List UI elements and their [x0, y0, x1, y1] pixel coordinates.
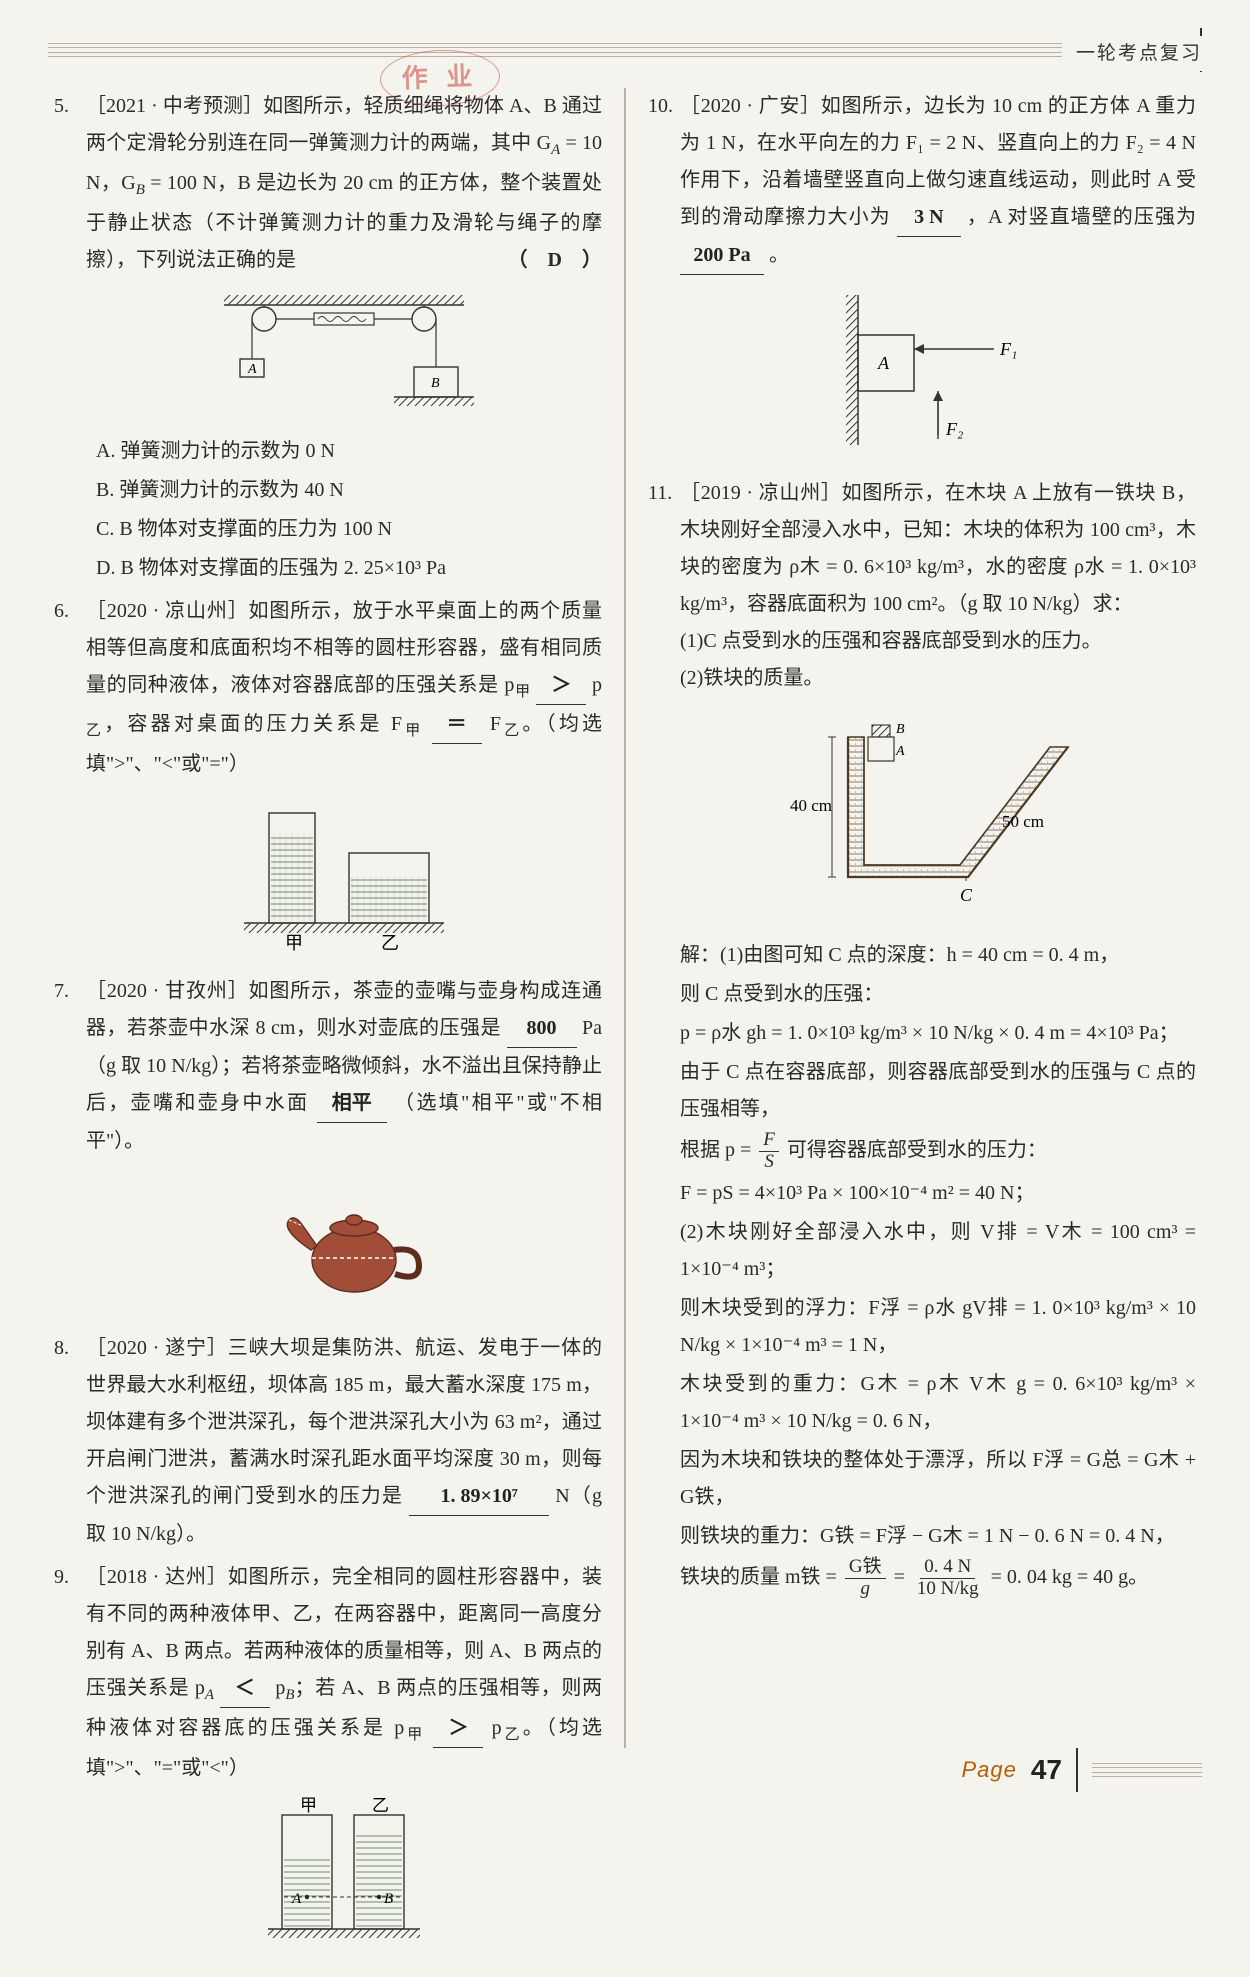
q7-number: 7. [54, 973, 86, 1324]
q10-figure: A F₁ F₂ [680, 285, 1196, 455]
q7-body: ［2020 · 甘孜州］如图所示，茶壶的壶嘴与壶身构成连通器，若茶壶中水深 8 … [86, 973, 602, 1160]
svg-text:乙: 乙 [381, 933, 399, 953]
svg-text:B: B [384, 1891, 393, 1907]
right-column: 10. ［2020 · 广安］如图所示，边长为 10 cm 的正方体 A 重力为… [642, 88, 1202, 1977]
q8-blank1: 1. 89×10⁷ [409, 1478, 549, 1516]
q6-figure: 甲 乙 [86, 793, 602, 953]
q11-solution: 解：(1)由图可知 C 点的深度：h = 40 cm = 0. 4 m， 则 C… [648, 937, 1196, 1600]
q6-blank2: ＝ [432, 706, 482, 744]
column-divider [608, 88, 642, 1977]
page-footer: Page 47 [961, 1744, 1202, 1796]
svg-text:甲: 甲 [300, 1797, 317, 1815]
q9-blank2: ＞ [433, 1710, 483, 1748]
question-9: 9. ［2018 · 达州］如图所示，完全相同的圆柱形容器中，装有不同的两种液体… [54, 1559, 602, 1971]
svg-text:A: A [291, 1891, 302, 1907]
question-5: 5. ［2021 · 中考预测］如图所示，轻质细绳将物体 A、B 通过两个定滑轮… [54, 88, 602, 587]
svg-text:F₂: F₂ [945, 419, 963, 439]
page-number: 47 [1031, 1744, 1062, 1796]
q6-body: ［2020 · 凉山州］如图所示，放于水平桌面上的两个质量相等但高度和底面积均不… [86, 593, 602, 784]
q11-sol-l3: p = ρ水 gh = 1. 0×10³ kg/m³ × 10 N/kg × 0… [680, 1015, 1196, 1052]
footer-vertical-bar [1076, 1748, 1078, 1792]
fraction-0p4n-over-10: 0. 4 N 10 N/kg [913, 1557, 983, 1600]
q11-sol-l6: F = pS = 4×10³ Pa × 100×10⁻⁴ m² = 40 N； [680, 1175, 1196, 1212]
two-cylinders-icon: A B 甲 乙 [254, 1797, 434, 1957]
q10-body: ［2020 · 广安］如图所示，边长为 10 cm 的正方体 A 重力为 1 N… [680, 88, 1196, 275]
q11-sol-l7: (2)木块刚好全部浸入水中，则 V排 = V木 = 100 cm³ = 1×10… [680, 1214, 1196, 1288]
svg-text:40 cm: 40 cm [790, 796, 832, 815]
left-column: 5. ［2021 · 中考预测］如图所示，轻质细绳将物体 A、B 通过两个定滑轮… [48, 88, 608, 1977]
q11-sol-l9: 木块受到的重力：G木 = ρ木 V木 g = 0. 6×10³ kg/m³ × … [680, 1366, 1196, 1440]
q9-figure: A B 甲 乙 [86, 1797, 602, 1957]
svg-text:C: C [960, 885, 973, 905]
question-10: 10. ［2020 · 广安］如图所示，边长为 10 cm 的正方体 A 重力为… [648, 88, 1196, 469]
page-label: Page [961, 1750, 1016, 1791]
q9-number: 9. [54, 1559, 86, 1971]
q10-blank1: 3 N [897, 199, 961, 237]
container-diagram-icon: B A 40 cm 50 cm C [788, 707, 1088, 917]
q11-sol-l12: 铁块的质量 m铁 = G铁 g = 0. 4 N 10 N/kg = 0. 04… [680, 1557, 1196, 1600]
teapot-icon [259, 1170, 429, 1310]
q6-number: 6. [54, 593, 86, 968]
q10-blank2: 200 Pa [680, 237, 764, 275]
q8-body: ［2020 · 遂宁］三峡大坝是集防洪、航运、发电于一体的世界最大水利枢纽，坝体… [86, 1330, 602, 1553]
q11-sol-l11: 则铁块的重力：G铁 = F浮 − G木 = 1 N − 0. 6 N = 0. … [680, 1518, 1196, 1555]
svg-text:B: B [431, 376, 440, 391]
fraction-f-over-s: F S [759, 1130, 779, 1173]
q8-number: 8. [54, 1330, 86, 1553]
q5-option-b: B. 弹簧测力计的示数为 40 N [86, 472, 602, 509]
q11-sol-l8: 则木块受到的浮力：F浮 = ρ水 gV排 = 1. 0×10³ kg/m³ × … [680, 1290, 1196, 1364]
q5-figure: A B [86, 289, 602, 419]
question-6: 6. ［2020 · 凉山州］如图所示，放于水平桌面上的两个质量相等但高度和底面… [54, 593, 602, 968]
q11-sol-l5: 根据 p = F S 可得容器底部受到水的压力： [680, 1130, 1196, 1173]
q9-body: ［2018 · 达州］如图所示，完全相同的圆柱形容器中，装有不同的两种液体甲、乙… [86, 1559, 602, 1787]
q5-option-c: C. B 物体对支撑面的压力为 100 N [86, 511, 602, 548]
header-title: 一轮考点复习 [1062, 36, 1202, 71]
pulley-diagram-icon: A B [204, 289, 484, 419]
svg-text:B: B [896, 722, 905, 737]
q9-blank1: ＜ [220, 1670, 270, 1708]
q11-figure: B A 40 cm 50 cm C [680, 707, 1196, 917]
footer-rule-lines [1092, 1763, 1202, 1777]
q11-body: ［2019 · 凉山州］如图所示，在木块 A 上放有一铁块 B，木块刚好全部浸入… [680, 475, 1196, 623]
q6-blank1: ＞ [536, 667, 586, 705]
q11-sol-l10: 因为木块和铁块的整体处于漂浮，所以 F浮 = G总 = G木 + G铁， [680, 1442, 1196, 1516]
svg-text:50 cm: 50 cm [1002, 812, 1044, 831]
q5-answer: （ D ） [508, 242, 602, 279]
q5-number: 5. [54, 88, 86, 587]
question-8: 8. ［2020 · 遂宁］三峡大坝是集防洪、航运、发电于一体的世界最大水利枢纽… [54, 1330, 602, 1553]
q11-sol-l4: 由于 C 点在容器底部，则容器底部受到水的压强与 C 点的压强相等， [680, 1054, 1196, 1128]
block-on-wall-icon: A F₁ F₂ [818, 285, 1058, 455]
q5-option-a: A. 弹簧测力计的示数为 0 N [86, 433, 602, 470]
q5-option-d: D. B 物体对支撑面的压强为 2. 25×10³ Pa [86, 550, 602, 587]
question-11: 11. ［2019 · 凉山州］如图所示，在木块 A 上放有一铁块 B，木块刚好… [648, 475, 1196, 931]
fraction-gfe-over-g: G铁 g [845, 1557, 886, 1600]
svg-text:甲: 甲 [285, 933, 303, 953]
header-rule-lines [48, 43, 1186, 57]
question-7: 7. ［2020 · 甘孜州］如图所示，茶壶的壶嘴与壶身构成连通器，若茶壶中水深… [54, 973, 602, 1324]
cylinders-diagram-icon: 甲 乙 [229, 793, 459, 953]
q7-figure [86, 1170, 602, 1310]
q7-blank2: 相平 [317, 1085, 387, 1123]
svg-text:A: A [895, 744, 905, 759]
svg-text:乙: 乙 [372, 1797, 389, 1815]
q11-part2: (2)铁块的质量。 [680, 660, 1196, 697]
two-column-layout: 5. ［2021 · 中考预测］如图所示，轻质细绳将物体 A、B 通过两个定滑轮… [48, 88, 1202, 1977]
q11-part1: (1)C 点受到水的压强和容器底部受到水的压力。 [680, 623, 1196, 660]
q5-body: ［2021 · 中考预测］如图所示，轻质细绳将物体 A、B 通过两个定滑轮分别连… [86, 88, 602, 279]
svg-text:A: A [877, 353, 890, 373]
q11-sol-l2: 则 C 点受到水的压强： [680, 976, 1196, 1013]
q7-blank1: 800 [507, 1010, 577, 1048]
svg-text:F₁: F₁ [999, 339, 1017, 359]
q11-number: 11. [648, 475, 680, 931]
svg-text:A: A [247, 362, 257, 377]
q10-number: 10. [648, 88, 680, 469]
page-header: 一轮考点复习 [48, 30, 1202, 70]
q11-sol-l1: 解：(1)由图可知 C 点的深度：h = 40 cm = 0. 4 m， [680, 937, 1196, 974]
